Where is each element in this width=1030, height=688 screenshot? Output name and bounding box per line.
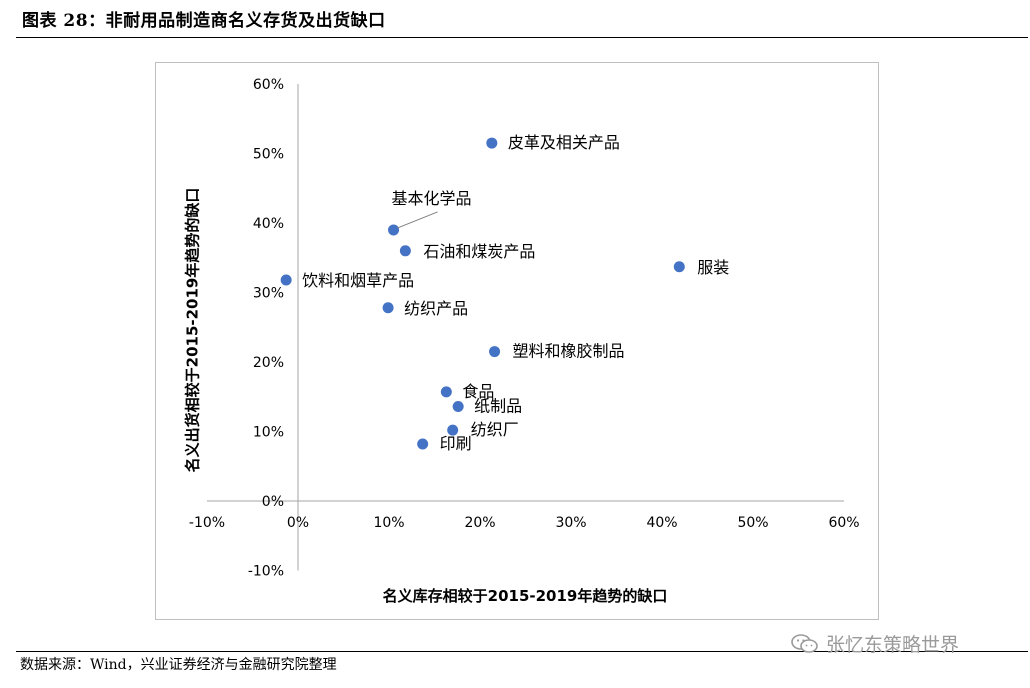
data-label: 皮革及相关产品: [508, 133, 620, 152]
data-point: [440, 386, 452, 398]
tick-labels: -10% 0% 10% 20% 30% 40% 50% 60% -10% 0% 10% 20% 30% 4…: [189, 77, 860, 580]
data-label: 食品: [462, 382, 494, 401]
data-label: 纺织产品: [404, 299, 468, 318]
x-axis-label: 名义库存相较于2015-2019年趋势的缺口: [382, 587, 668, 605]
watermark-text: 张忆东策略世界: [826, 634, 960, 656]
data-point: [489, 346, 501, 358]
x-tick-label: -10%: [189, 515, 225, 531]
y-tick-label: 60%: [253, 77, 284, 93]
data-point: [673, 261, 685, 273]
wechat-icon: [791, 633, 818, 653]
data-point: [382, 302, 394, 314]
x-tick-label: 50%: [737, 515, 768, 531]
data-point: [417, 438, 429, 450]
data-points: 皮革及相关产品基本化学品石油和煤炭产品服装饮料和烟草产品纺织产品塑料和橡胶制品食…: [280, 133, 729, 453]
data-point: [388, 224, 400, 236]
watermark: 张忆东策略世界: [790, 630, 959, 657]
x-tick-label: 40%: [646, 515, 677, 531]
data-point: [447, 424, 459, 436]
x-tick-label: 20%: [464, 515, 495, 531]
y-tick-label: 40%: [253, 216, 284, 232]
leader-line: [397, 211, 438, 229]
y-axis-label: 名义出货相较于2015-2019年趋势的缺口: [183, 187, 202, 473]
data-point: [486, 137, 498, 149]
title-rule: [16, 37, 1028, 38]
axes: [207, 84, 844, 571]
y-tick-label: -10%: [248, 564, 284, 580]
source-note: 数据来源：Wind，兴业证券经济与金融研究院整理: [20, 657, 337, 673]
y-tick-label: 30%: [253, 286, 284, 302]
data-label: 石油和煤炭产品: [423, 242, 535, 261]
data-point: [452, 400, 464, 412]
data-point: [399, 245, 411, 257]
data-label: 印刷: [440, 434, 472, 453]
data-label: 塑料和橡胶制品: [513, 342, 625, 361]
data-label: 服装: [697, 258, 729, 277]
y-tick-label: 20%: [253, 355, 284, 371]
figure-title: 图表 28：非耐用品制造商名义存货及出货缺口: [22, 11, 386, 31]
data-label: 纺织厂: [471, 420, 519, 439]
x-tick-label: 0%: [287, 515, 309, 531]
y-tick-label: 10%: [253, 425, 284, 441]
chart-frame: [155, 62, 879, 620]
y-tick-label: 50%: [253, 147, 284, 163]
x-tick-label: 60%: [828, 515, 859, 531]
source-rule: [16, 651, 1028, 652]
data-point: [280, 274, 292, 286]
data-label: 基本化学品: [392, 189, 472, 208]
x-tick-label: 30%: [555, 515, 586, 531]
x-tick-label: 10%: [373, 515, 404, 531]
y-tick-label: 0%: [262, 494, 284, 510]
data-label: 纸制品: [474, 396, 522, 415]
data-label: 饮料和烟草产品: [302, 271, 414, 290]
